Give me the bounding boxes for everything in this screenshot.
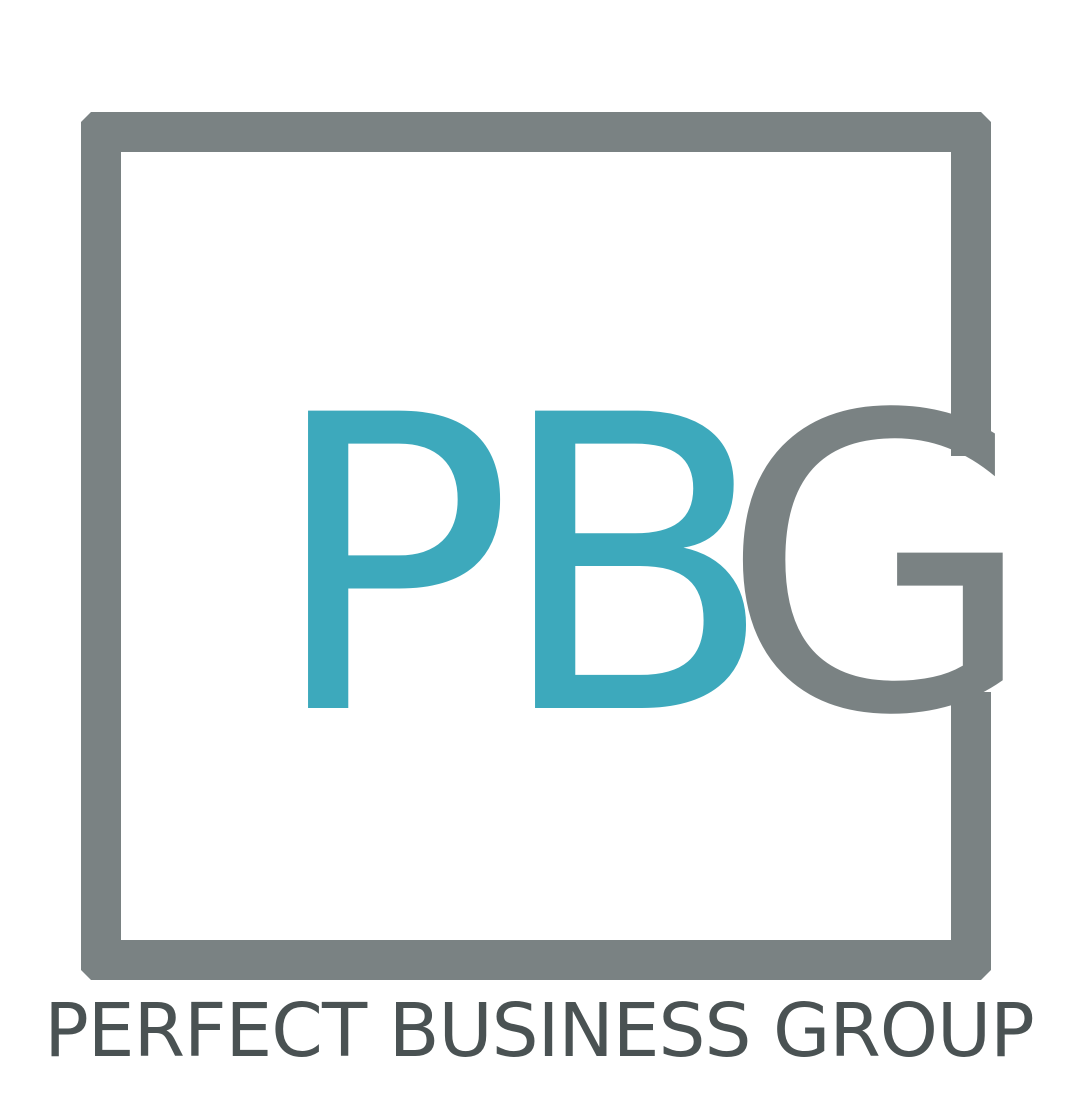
monogram-letter-g: G (720, 330, 1036, 805)
monogram-letter-b: B (495, 330, 775, 805)
company-name: PERFECT BUSINESS GROUP (44, 988, 1035, 1074)
monogram-letter-p: P (268, 330, 514, 805)
